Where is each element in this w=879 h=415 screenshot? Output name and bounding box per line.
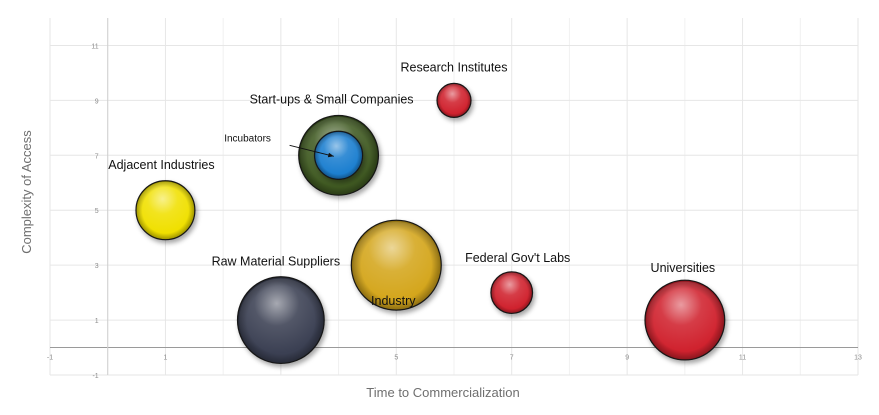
label-federal-gov-t-labs: Federal Gov't Labs xyxy=(465,251,570,265)
y-tick-label: 11 xyxy=(91,43,98,50)
bubble-industry xyxy=(350,219,442,311)
bubble-adjacent-industries xyxy=(135,180,196,241)
x-tick-label: 11 xyxy=(739,355,746,362)
label-incubators: Incubators xyxy=(224,133,271,144)
y-tick-label: 9 xyxy=(95,98,99,105)
bubble-research-institutes xyxy=(436,82,472,118)
x-tick-label: 9 xyxy=(625,355,629,362)
y-tick-label: 7 xyxy=(95,153,99,160)
y-tick-label: 3 xyxy=(95,263,99,270)
x-tick-label: -1 xyxy=(47,355,53,362)
bubble-raw-material-suppliers xyxy=(236,276,325,365)
label-research-institutes: Research Institutes xyxy=(401,60,508,74)
y-tick-label: -1 xyxy=(92,373,98,380)
x-tick-label: 7 xyxy=(510,355,514,362)
y-tick-label: 5 xyxy=(95,208,99,215)
label-universities: Universities xyxy=(651,261,716,275)
bubble-federal-gov-t-labs xyxy=(490,271,534,315)
y-tick-label: 1 xyxy=(95,318,99,325)
bubble-labels: Research Institutes Start-ups & Small Com… xyxy=(108,60,715,308)
label-raw-material-suppliers: Raw Material Suppliers xyxy=(212,255,341,269)
label-start-ups-small-companies: Start-ups & Small Companies xyxy=(250,92,414,106)
bubble-universities xyxy=(644,279,726,361)
label-adjacent-industries: Adjacent Industries xyxy=(108,158,214,172)
x-tick-label: 1 xyxy=(163,355,167,362)
x-axis-title: Time to Commercialization xyxy=(366,385,519,400)
bubble-incubators xyxy=(313,130,364,180)
x-tick-label: 13 xyxy=(854,355,862,362)
incubators-pointer-line xyxy=(289,144,334,157)
x-tick-label: 5 xyxy=(394,355,398,362)
arrowhead-icon xyxy=(327,152,334,158)
y-axis-title: Complexity of Access xyxy=(19,130,34,254)
bubbles xyxy=(135,82,726,365)
label-industry: Industry xyxy=(371,294,416,308)
